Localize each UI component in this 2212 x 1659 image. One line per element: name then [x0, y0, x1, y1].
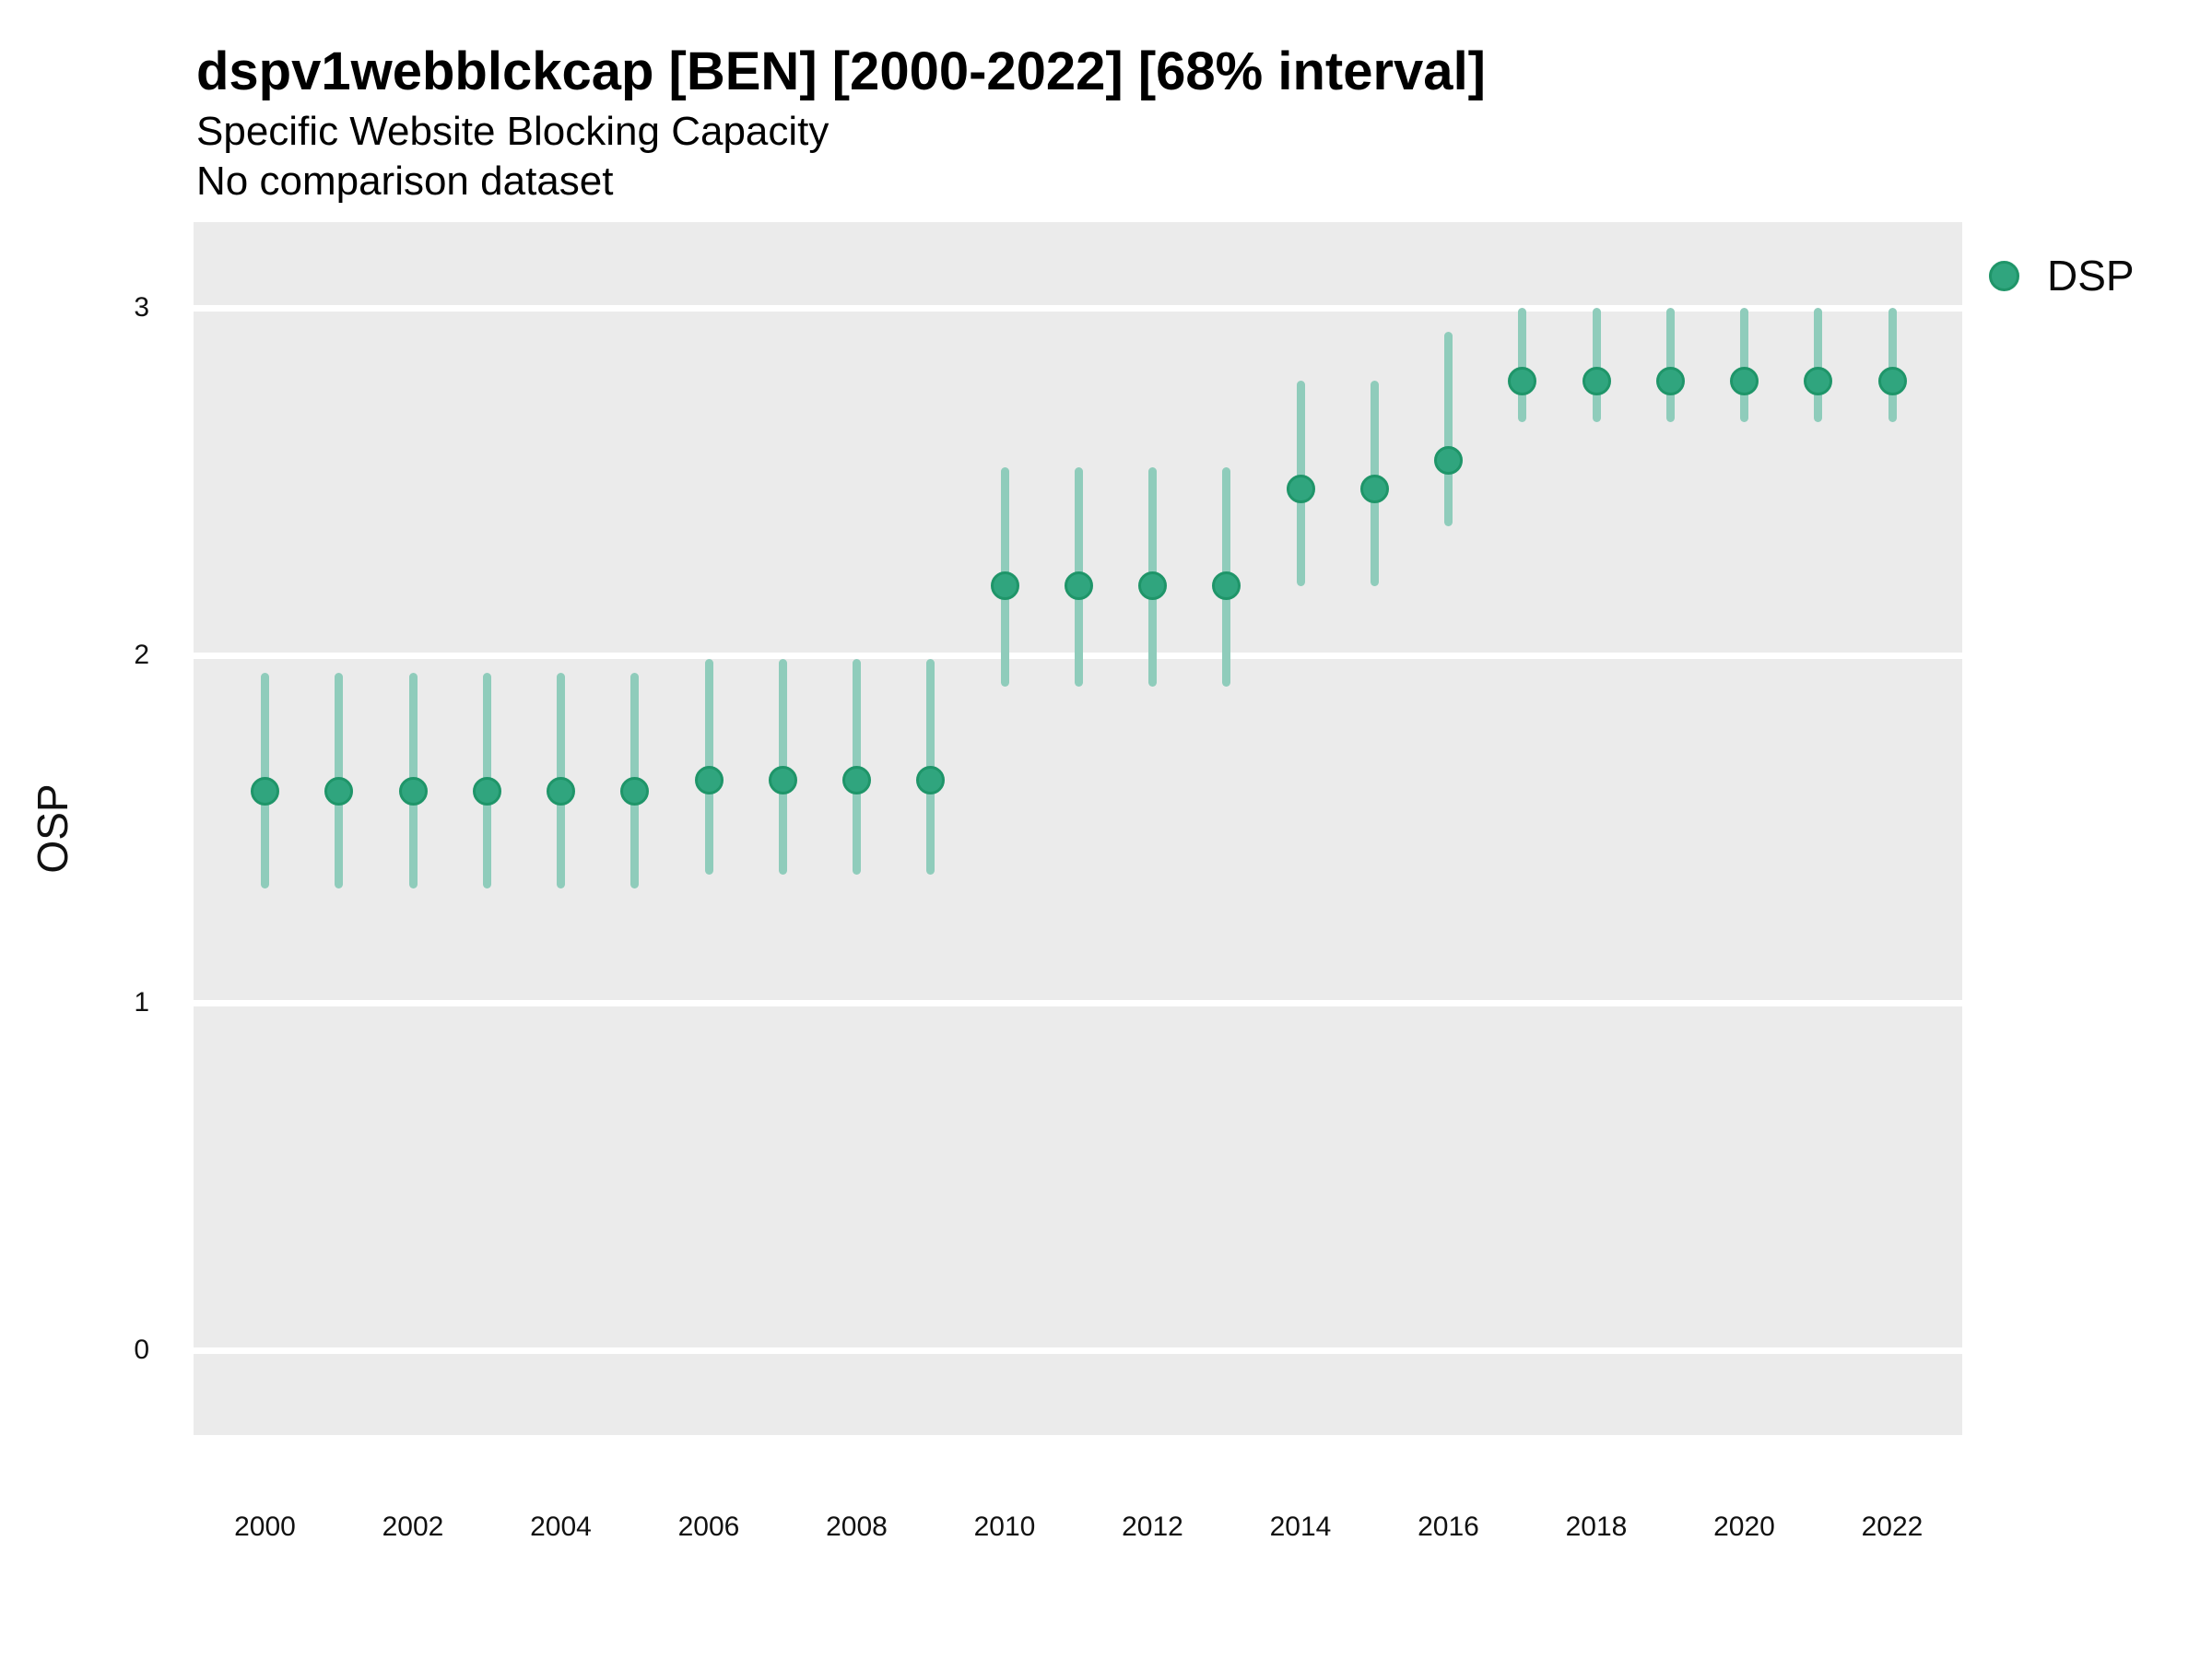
point-estimate-2010 — [990, 571, 1019, 601]
point-estimate-2007 — [768, 766, 797, 795]
chart-title: dspv1webblckcap [BEN] [2000-2022] [68% i… — [196, 41, 1486, 101]
point-estimate-2004 — [547, 776, 575, 806]
point-estimate-2017 — [1508, 366, 1537, 395]
plot-panel — [194, 222, 1962, 1435]
interval-bar-2019 — [1665, 308, 1675, 423]
point-estimate-2016 — [1434, 446, 1463, 476]
y-axis-label: OSP — [29, 783, 76, 874]
point-estimate-2003 — [472, 776, 501, 806]
point-estimate-2015 — [1359, 474, 1389, 503]
x-tick-label-2020: 2020 — [1713, 1512, 1775, 1542]
x-tick-label-2022: 2022 — [1861, 1512, 1924, 1542]
legend: DSP — [1989, 250, 2135, 301]
interval-bar-2022 — [1888, 308, 1897, 423]
point-estimate-2006 — [694, 766, 724, 795]
point-estimate-2000 — [251, 776, 279, 806]
x-tick-label-2004: 2004 — [530, 1512, 592, 1542]
point-estimate-2019 — [1655, 366, 1685, 395]
legend-series-label: DSP — [2047, 252, 2135, 300]
point-estimate-2014 — [1286, 474, 1315, 503]
x-tick-label-2008: 2008 — [826, 1512, 888, 1542]
y-tick-label-3: 3 — [134, 292, 149, 323]
interval-bar-2021 — [1814, 308, 1823, 423]
gridline-y-1 — [194, 999, 1962, 1006]
x-tick-label-2016: 2016 — [1418, 1512, 1479, 1542]
gridline-y-0 — [194, 1347, 1962, 1354]
interval-bar-2018 — [1592, 308, 1601, 423]
point-estimate-2011 — [1064, 571, 1093, 601]
point-estimate-2018 — [1582, 366, 1611, 395]
x-tick-label-2002: 2002 — [382, 1512, 444, 1542]
point-estimate-2013 — [1212, 571, 1241, 601]
interval-bar-2020 — [1740, 308, 1748, 423]
interval-bar-2017 — [1518, 308, 1527, 423]
point-estimate-2002 — [398, 776, 428, 806]
x-tick-label-2018: 2018 — [1565, 1512, 1628, 1542]
x-tick-label-2010: 2010 — [973, 1512, 1036, 1542]
point-estimate-2008 — [842, 766, 871, 795]
point-estimate-2001 — [324, 776, 354, 806]
point-estimate-2022 — [1877, 366, 1907, 395]
chart-subtitle: Specific Website Blocking Capacity — [196, 109, 830, 154]
point-estimate-2020 — [1730, 366, 1759, 395]
y-tick-label-1: 1 — [134, 987, 149, 1018]
x-tick-label-2006: 2006 — [677, 1512, 740, 1542]
legend-point-swatch — [1989, 260, 2019, 291]
y-tick-label-2: 2 — [134, 640, 149, 670]
point-estimate-2005 — [620, 776, 650, 806]
interval-bar-2016 — [1444, 332, 1453, 527]
point-estimate-2009 — [916, 766, 946, 795]
y-tick-label-0: 0 — [134, 1335, 149, 1365]
x-tick-label-2000: 2000 — [234, 1512, 296, 1542]
point-estimate-2012 — [1138, 571, 1167, 601]
comparison-note: No comparison dataset — [196, 159, 614, 204]
gridline-y-3 — [194, 304, 1962, 312]
x-tick-label-2012: 2012 — [1122, 1512, 1183, 1542]
x-tick-label-2014: 2014 — [1269, 1512, 1332, 1542]
point-estimate-2021 — [1804, 366, 1833, 395]
